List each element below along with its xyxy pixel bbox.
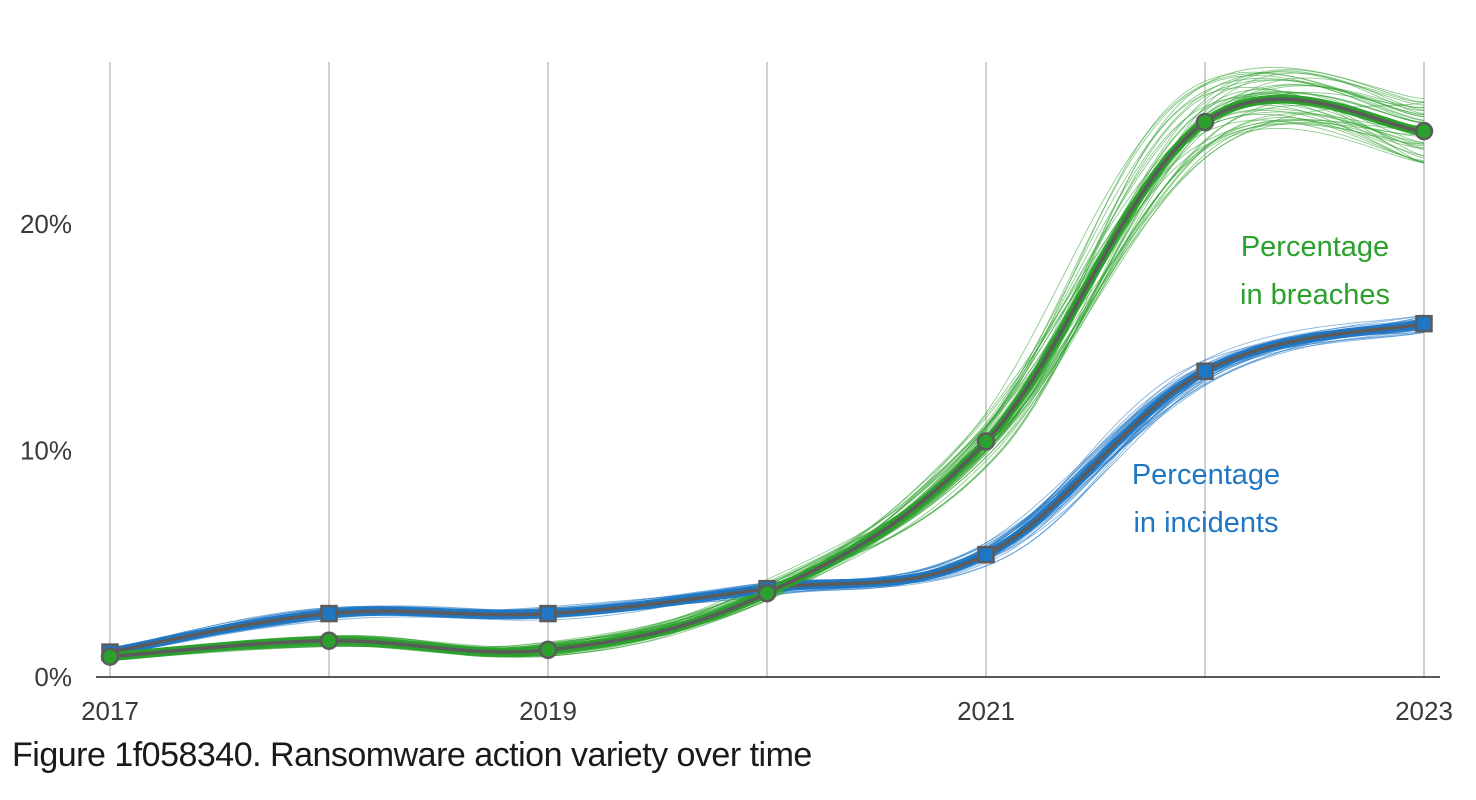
point-1-6 <box>1415 314 1433 333</box>
y-tick-label: 0% <box>34 662 72 692</box>
point-0-1 <box>319 631 339 651</box>
series-label-1-line-0: Percentage <box>1132 459 1280 491</box>
series-annotations: Percentage in breaches Percentage in incide… <box>1132 231 1390 539</box>
chart: 0% 10% 20% 2017 2019 2021 2023 Percentage in b… <box>20 62 1453 726</box>
data-markers <box>100 112 1434 666</box>
point-0-3 <box>757 583 777 603</box>
series-label-1-line-1: in incidents <box>1133 507 1278 539</box>
point-0-5 <box>1195 112 1215 132</box>
figure-caption: Figure 1f058340. Ransomware action varie… <box>12 736 812 774</box>
y-tick-label: 20% <box>20 209 72 239</box>
point-1-5 <box>1196 362 1214 380</box>
point-0-6 <box>1414 121 1434 141</box>
x-tick-label: 2021 <box>957 696 1015 726</box>
series-label-0-line-1: in breaches <box>1240 279 1390 311</box>
point-0-0 <box>100 647 120 666</box>
x-tick-labels: 2017 2019 2021 2023 <box>81 696 1453 726</box>
x-tick-label: 2017 <box>81 696 139 726</box>
series-label-0-line-0: Percentage <box>1241 231 1389 263</box>
point-1-2 <box>539 604 557 623</box>
point-1-1 <box>320 604 338 623</box>
y-tick-label: 10% <box>20 436 72 466</box>
y-tick-labels: 0% 10% 20% <box>20 209 72 692</box>
x-tick-label: 2019 <box>519 696 577 726</box>
x-tick-label: 2023 <box>1395 696 1453 726</box>
point-0-4 <box>976 432 996 451</box>
point-0-2 <box>538 640 558 660</box>
point-1-4 <box>977 545 995 564</box>
